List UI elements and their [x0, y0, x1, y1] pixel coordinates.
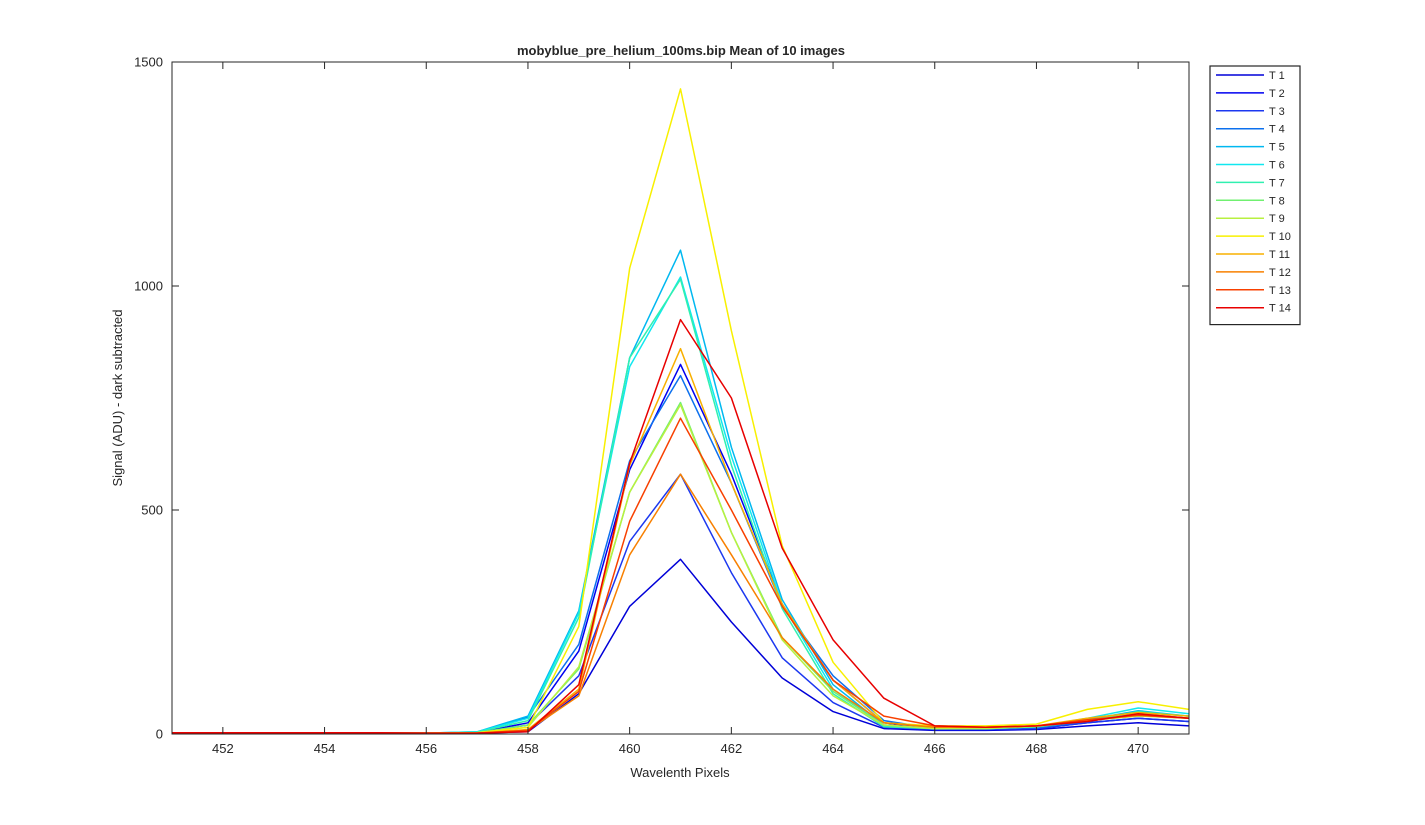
legend-label-t2: T 2	[1269, 88, 1285, 100]
plot-area	[172, 62, 1189, 734]
x-tick-label: 458	[517, 741, 539, 756]
legend-label-t3: T 3	[1269, 106, 1285, 118]
legend-label-t1: T 1	[1269, 70, 1285, 82]
y-axis-label: Signal (ADU) - dark subtracted	[110, 309, 125, 486]
legend-label-t12: T 12	[1269, 267, 1291, 279]
legend-label-t11: T 11	[1269, 249, 1290, 261]
axes: 452 454 456 458 460 462 464 466 468 470 0 500 1000 15…	[134, 55, 1190, 756]
legend-label-t8: T 8	[1269, 195, 1285, 207]
legend-label-t13: T 13	[1269, 285, 1291, 297]
x-tick-label: 456	[415, 741, 437, 756]
legend-label-t4: T 4	[1269, 124, 1285, 136]
x-tick-label: 464	[822, 741, 844, 756]
series-layer	[172, 88, 1189, 734]
series-line-t14	[172, 318, 1189, 734]
legend-label-t7: T 7	[1269, 177, 1285, 189]
y-tick-label: 0	[156, 727, 163, 742]
x-tick-label: 452	[212, 741, 234, 756]
y-tick-label: 500	[141, 503, 163, 518]
legend-label-t5: T 5	[1269, 142, 1285, 154]
x-tick-label: 468	[1026, 741, 1048, 756]
legend-label-t14: T 14	[1269, 303, 1291, 315]
x-tick-label: 454	[314, 741, 336, 756]
plot-background	[172, 62, 1189, 734]
x-tick-label: 466	[924, 741, 946, 756]
x-tick-label: 460	[619, 741, 641, 756]
axes-frame	[171, 61, 1190, 735]
legend-box	[1209, 65, 1301, 326]
x-axis-label: Wavelenth Pixels	[630, 765, 730, 780]
x-tick-label: 462	[720, 741, 742, 756]
legend-label-t6: T 6	[1269, 160, 1285, 172]
y-tick-label: 1500	[134, 55, 163, 70]
chart-title: mobyblue_pre_helium_100ms.bip Mean of 10…	[517, 43, 845, 58]
legend: T 1 T 2 T 3 T 4 T 5 T 6 T 7 T 8 T 9 T 10 T 11 T 12 T…	[1209, 65, 1301, 326]
legend-label-t9: T 9	[1269, 213, 1285, 225]
y-tick-label: 1000	[134, 279, 163, 294]
x-tick-label: 470	[1127, 741, 1149, 756]
legend-label-t10: T 10	[1269, 231, 1291, 243]
